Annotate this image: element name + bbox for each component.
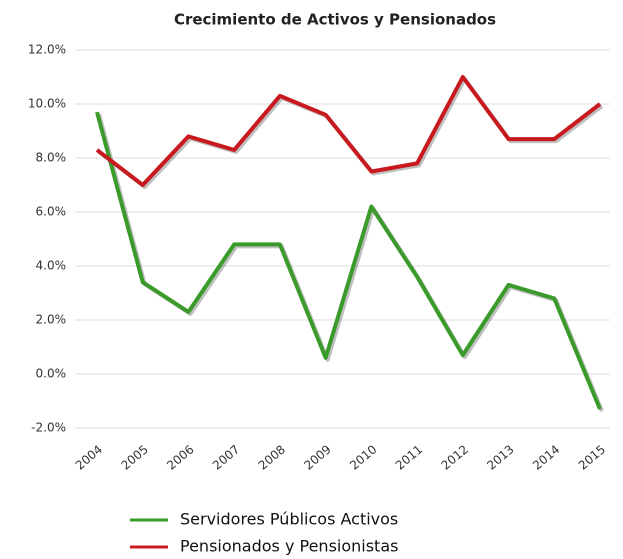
line-shadow xyxy=(97,77,604,189)
x-tick-label: 2005 xyxy=(119,442,151,472)
y-tick-label: -2.0% xyxy=(31,421,66,435)
y-tick-label: 0.0% xyxy=(36,367,67,381)
series-line xyxy=(95,75,602,187)
x-tick-label: 2009 xyxy=(301,442,333,472)
legend-label: Pensionados y Pensionistas xyxy=(180,537,398,556)
x-tick-label: 2011 xyxy=(393,442,425,472)
chart-title: Crecimiento de Activos y Pensionados xyxy=(174,11,496,29)
y-tick-label: 8.0% xyxy=(36,151,67,165)
series-line xyxy=(95,111,602,410)
x-tick-label: 2010 xyxy=(347,442,379,472)
x-tick-label: 2006 xyxy=(164,442,196,472)
x-tick-label: 2007 xyxy=(210,442,242,472)
line-shadow xyxy=(97,113,604,412)
y-tick-label: 6.0% xyxy=(36,205,67,219)
y-tick-label: 4.0% xyxy=(36,259,67,273)
legend-label: Servidores Públicos Activos xyxy=(180,510,398,529)
x-tick-label: 2013 xyxy=(484,442,516,472)
y-tick-label: 2.0% xyxy=(36,313,67,327)
y-tick-label: 10.0% xyxy=(28,97,66,111)
y-tick-label: 12.0% xyxy=(28,43,66,57)
x-tick-label: 2008 xyxy=(256,442,288,472)
x-tick-label: 2015 xyxy=(576,442,608,472)
x-tick-label: 2004 xyxy=(73,442,105,472)
x-tick-label: 2012 xyxy=(439,442,471,472)
x-tick-label: 2014 xyxy=(530,442,562,472)
